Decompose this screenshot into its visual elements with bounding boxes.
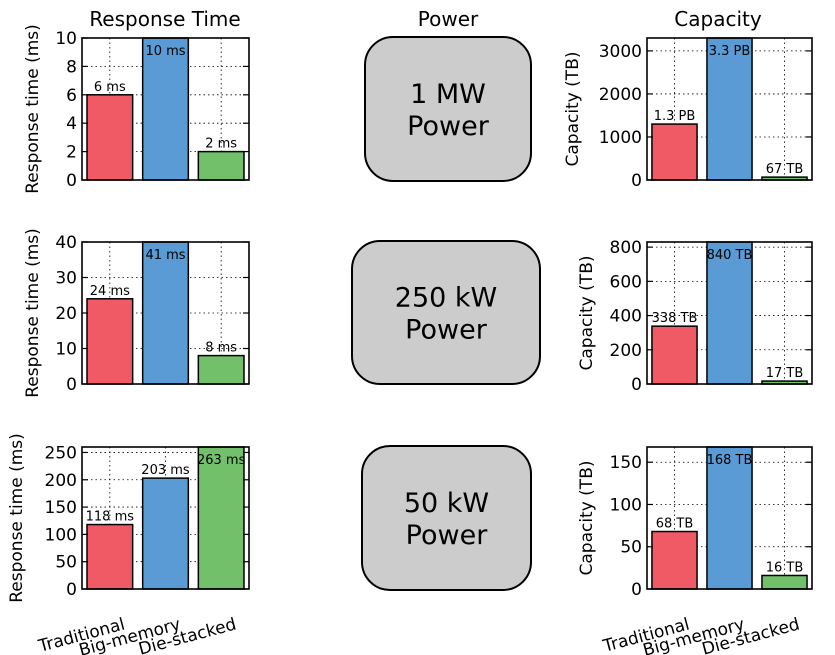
chart-panel-0: 6 ms 10 ms 2 ms 0 2 4 6 8 10 Response time (ms) bbox=[23, 24, 250, 194]
y-tick-label: 100 bbox=[610, 495, 642, 515]
y-tick-label: 100 bbox=[45, 525, 77, 545]
y-tick-label: 6 bbox=[66, 86, 77, 106]
power-box-label: Power bbox=[407, 111, 490, 142]
bar-value-label: 41 ms bbox=[145, 248, 185, 263]
y-tick-label: 150 bbox=[45, 498, 77, 518]
y-tick-label: 20 bbox=[55, 304, 77, 324]
y-tick-label: 3000 bbox=[599, 42, 642, 62]
y-tick-label: 10 bbox=[55, 340, 77, 360]
power-box-value: 250 kW bbox=[395, 283, 497, 314]
bar-big_memory bbox=[141, 37, 190, 181]
bar-value-label: 24 ms bbox=[90, 284, 130, 299]
y-tick-label: 50 bbox=[55, 553, 77, 573]
bar-value-label: 338 TB bbox=[652, 311, 698, 326]
bar-value-label: 3.3 PB bbox=[709, 44, 751, 59]
y-tick-label: 400 bbox=[610, 307, 642, 327]
bar-value-label: 68 TB bbox=[656, 517, 694, 532]
title-response-time: Response Time bbox=[89, 7, 240, 31]
y-tick-label: 800 bbox=[610, 238, 642, 258]
bar-value-label: 118 ms bbox=[86, 510, 135, 525]
y-axis-label: Capacity (TB) bbox=[577, 460, 597, 575]
bar-value-label: 17 TB bbox=[766, 366, 804, 381]
title-capacity: Capacity bbox=[674, 7, 762, 31]
y-tick-label: 0 bbox=[631, 580, 642, 600]
bar-traditional bbox=[651, 530, 698, 590]
bar-value-label: 840 TB bbox=[707, 248, 753, 263]
bar-value-label: 1.3 PB bbox=[654, 109, 696, 124]
y-tick-label: 2000 bbox=[599, 85, 642, 105]
bar-value-label: 2 ms bbox=[205, 137, 237, 152]
bar-traditional bbox=[651, 123, 698, 181]
bar-traditional bbox=[651, 325, 698, 385]
bar-value-label: 203 ms bbox=[141, 463, 190, 478]
y-tick-label: 4 bbox=[66, 114, 77, 134]
y-tick-label: 2 bbox=[66, 143, 77, 163]
y-tick-label: 40 bbox=[55, 233, 77, 253]
power-box-shape bbox=[364, 36, 532, 182]
y-tick-label: 50 bbox=[620, 538, 642, 558]
y-axis-label: Capacity (TB) bbox=[577, 255, 597, 370]
power-box-value: 1 MW bbox=[410, 79, 486, 110]
bar-big_memory bbox=[706, 446, 753, 590]
y-tick-label: 200 bbox=[45, 471, 77, 491]
bar-traditional bbox=[86, 94, 134, 181]
bar-value-label: 8 ms bbox=[205, 341, 237, 356]
bar-traditional bbox=[86, 523, 134, 590]
axis-frame bbox=[81, 37, 250, 181]
axis-frame bbox=[646, 241, 813, 385]
y-tick-label: 30 bbox=[55, 269, 77, 289]
y-axis-label: Capacity (TB) bbox=[563, 51, 583, 166]
y-tick-label: 0 bbox=[66, 375, 77, 395]
power-box-label: Power bbox=[406, 520, 489, 551]
y-tick-label: 10 bbox=[55, 29, 77, 49]
bar-value-label: 263 ms bbox=[197, 453, 246, 468]
chart-panel-3: 1.3 PB 3.3 PB 67 TB 0 1000 2000 3000 Capacity (… bbox=[563, 37, 813, 191]
y-tick-label: 600 bbox=[610, 272, 642, 292]
y-tick-label: 0 bbox=[631, 375, 642, 395]
chart-panel-4: 338 TB 840 TB 17 TB 0 200 400 600 800 Capacity (… bbox=[577, 238, 813, 395]
bar-die_stacked bbox=[197, 354, 245, 385]
power-box-shape bbox=[351, 240, 541, 385]
bar-value-label: 6 ms bbox=[94, 80, 126, 95]
power-box-value: 50 kW bbox=[404, 488, 489, 519]
y-tick-label: 8 bbox=[66, 57, 77, 77]
axis-frame bbox=[646, 446, 813, 590]
y-tick-label: 250 bbox=[45, 443, 77, 463]
y-axis-label: Response time (ms) bbox=[7, 433, 27, 603]
bar-value-label: 10 ms bbox=[145, 44, 185, 59]
bar-big_memory bbox=[706, 241, 753, 385]
bar-die_stacked bbox=[761, 574, 808, 590]
y-tick-label: 0 bbox=[66, 580, 77, 600]
axis-frame bbox=[81, 446, 250, 590]
power-box-shape bbox=[361, 445, 532, 591]
y-tick-label: 200 bbox=[610, 341, 642, 361]
axis-frame bbox=[646, 37, 813, 181]
y-tick-label: 1000 bbox=[599, 128, 642, 148]
bar-value-label: 67 TB bbox=[766, 162, 804, 177]
y-axis-label: Response time (ms) bbox=[23, 228, 43, 398]
chart-panel-1: 24 ms 41 ms 8 ms 0 10 20 30 40 Response time (ms… bbox=[23, 228, 250, 398]
chart-panel-2: 118 ms 203 ms 263 ms 0 50 100 150 200 250 Respons… bbox=[7, 433, 250, 655]
power-box-label: Power bbox=[405, 315, 488, 346]
bar-big_memory bbox=[706, 37, 753, 181]
bar-big_memory bbox=[141, 241, 190, 385]
bar-value-label: 16 TB bbox=[766, 560, 804, 575]
y-tick-label: 0 bbox=[66, 171, 77, 191]
y-tick-label: 0 bbox=[631, 171, 642, 191]
bar-big_memory bbox=[141, 477, 190, 590]
y-axis-label: Response time (ms) bbox=[23, 24, 43, 194]
bar-value-label: 168 TB bbox=[707, 453, 753, 468]
title-power: Power bbox=[418, 7, 479, 31]
bar-traditional bbox=[86, 298, 134, 385]
bar-die_stacked bbox=[197, 446, 245, 590]
y-tick-label: 150 bbox=[610, 453, 642, 473]
bar-die_stacked bbox=[197, 150, 245, 181]
